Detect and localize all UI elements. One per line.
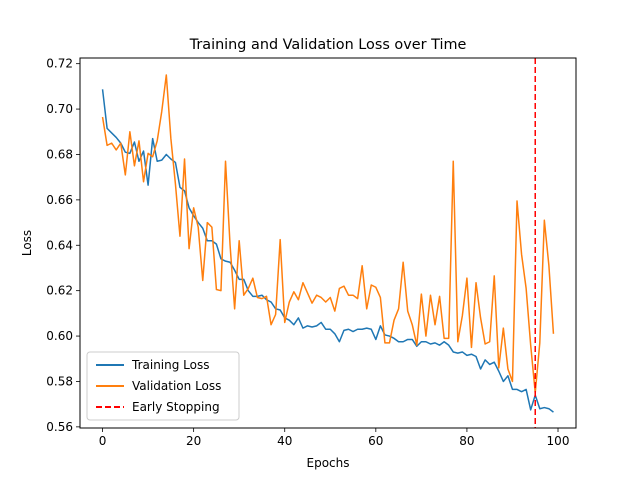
y-tick-label: 0.64 <box>46 238 73 252</box>
plot-frame <box>79 57 577 429</box>
x-tick-label: 0 <box>99 434 107 448</box>
validation-loss-line <box>101 74 555 394</box>
y-axis-ticks: 0.56 0.58 0.60 0.62 0.64 0.66 0.68 0.70 0.72 <box>46 57 80 434</box>
y-tick-label: 0.66 <box>46 193 73 207</box>
x-tick-label: 60 <box>368 434 383 448</box>
legend-label-validation: Validation Loss <box>132 379 221 393</box>
y-tick-label: 0.62 <box>46 284 73 298</box>
legend-label-training: Training Loss <box>131 358 209 372</box>
x-tick-label: 20 <box>186 434 201 448</box>
x-tick-label: 80 <box>459 434 474 448</box>
x-tick-label: 100 <box>547 434 570 448</box>
legend-box <box>86 351 240 421</box>
y-tick-label: 0.70 <box>46 102 73 116</box>
plot-lines <box>101 58 555 428</box>
chart-title: Training and Validation Loss over Time <box>189 37 467 53</box>
legend-label-early-stopping: Early Stopping <box>132 400 220 414</box>
y-tick-label: 0.58 <box>46 374 73 388</box>
y-tick-label: 0.56 <box>46 420 73 434</box>
y-tick-label: 0.72 <box>46 57 73 71</box>
legend: Training Loss Validation Loss Early Stop… <box>86 351 240 421</box>
x-axis-ticks: 0 20 40 60 80 100 <box>99 428 570 448</box>
x-axis-title: Epochs <box>307 456 350 470</box>
training-loss-line <box>101 89 554 413</box>
y-tick-label: 0.68 <box>46 147 73 161</box>
y-tick-label: 0.60 <box>46 329 73 343</box>
x-tick-label: 40 <box>277 434 292 448</box>
y-axis-title: Loss <box>20 230 34 256</box>
